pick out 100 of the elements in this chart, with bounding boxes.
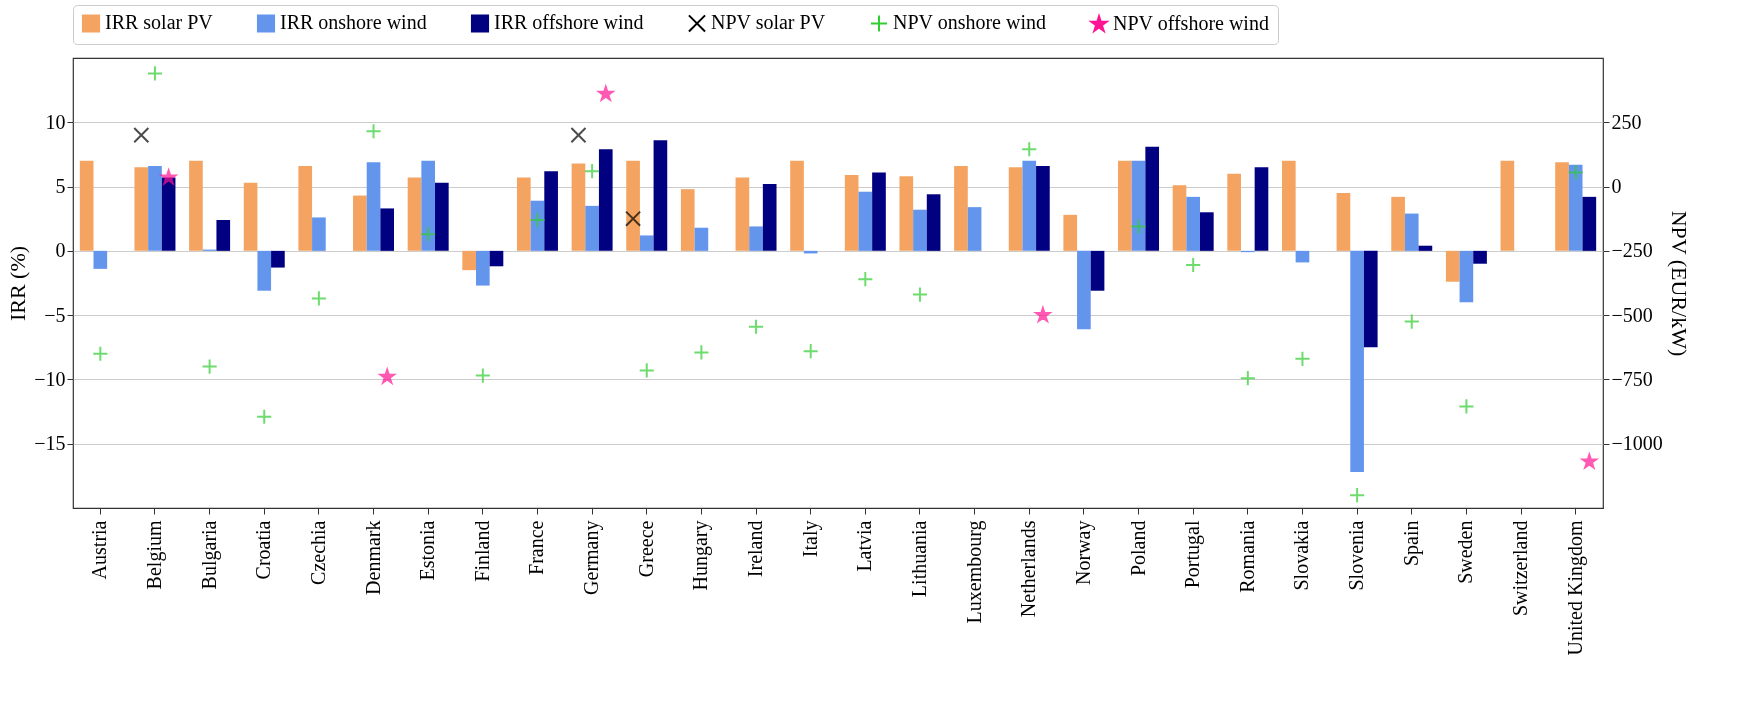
legend-label: IRR onshore wind bbox=[280, 11, 427, 34]
bar bbox=[1131, 160, 1146, 251]
point bbox=[310, 290, 327, 307]
point bbox=[365, 123, 382, 140]
x-tick-label: Austria bbox=[88, 520, 111, 580]
y-axis-title: IRR (%) bbox=[5, 245, 31, 322]
bar bbox=[134, 167, 149, 251]
bar bbox=[1281, 160, 1296, 251]
bar bbox=[1336, 193, 1351, 251]
bar bbox=[790, 160, 804, 251]
bar bbox=[1145, 146, 1160, 251]
legend-label: NPV onshore wind bbox=[893, 11, 1046, 34]
bar bbox=[926, 194, 941, 251]
bar bbox=[571, 163, 586, 251]
bar bbox=[1418, 245, 1433, 251]
point bbox=[1185, 256, 1202, 274]
bar bbox=[1445, 250, 1460, 282]
x-tick-label: France bbox=[525, 520, 548, 575]
point bbox=[92, 345, 109, 362]
bar bbox=[598, 149, 613, 251]
point bbox=[747, 318, 765, 335]
bar bbox=[1404, 213, 1419, 251]
bar bbox=[257, 250, 272, 291]
bar bbox=[1350, 250, 1364, 472]
y-tick-label: −10 bbox=[34, 367, 66, 390]
bar bbox=[1008, 167, 1023, 251]
y-tick-label: −5 bbox=[44, 303, 66, 326]
point bbox=[1021, 141, 1038, 158]
y2-tick-label: −750 bbox=[1611, 367, 1653, 390]
point bbox=[1130, 218, 1147, 235]
point bbox=[693, 344, 710, 361]
bar bbox=[1090, 250, 1105, 291]
bar bbox=[954, 166, 968, 251]
bar bbox=[79, 160, 94, 251]
x-tick-label: Romania bbox=[1235, 520, 1258, 593]
bar bbox=[161, 177, 176, 251]
bar bbox=[749, 226, 763, 251]
x-tick-label: Czechia bbox=[306, 520, 329, 585]
bar bbox=[1118, 160, 1132, 251]
bar bbox=[93, 250, 108, 269]
bar bbox=[462, 250, 476, 271]
bar bbox=[1391, 196, 1405, 251]
bar bbox=[1063, 214, 1078, 251]
point bbox=[201, 358, 218, 375]
x-tick-label: Spain bbox=[1399, 520, 1423, 567]
y2-tick-label: −500 bbox=[1611, 303, 1653, 326]
bar bbox=[585, 205, 599, 251]
x-tick-label: Norway bbox=[1071, 520, 1095, 585]
bar bbox=[653, 140, 668, 251]
bar bbox=[489, 250, 504, 267]
bar bbox=[189, 160, 203, 251]
bar bbox=[216, 220, 231, 251]
x-tick-label: Hungary bbox=[689, 520, 713, 591]
point bbox=[857, 271, 874, 288]
x-tick-label: Croatia bbox=[252, 520, 275, 580]
bar bbox=[735, 177, 750, 251]
y2-tick-label: −250 bbox=[1611, 239, 1653, 262]
x-tick-label: Luxembourg bbox=[962, 520, 986, 624]
x-tick-label: Denmark bbox=[361, 520, 384, 595]
bar bbox=[1172, 185, 1187, 251]
bar bbox=[298, 166, 313, 251]
bar bbox=[421, 160, 436, 251]
x-tick-label: Latvia bbox=[853, 520, 876, 572]
bar bbox=[694, 227, 709, 251]
x-tick-label: Sweden bbox=[1454, 520, 1477, 584]
bar bbox=[1459, 250, 1474, 303]
point bbox=[638, 362, 655, 379]
x-tick-label: Portugal bbox=[1181, 520, 1205, 589]
point bbox=[474, 367, 491, 384]
bar bbox=[271, 250, 285, 268]
bar bbox=[913, 209, 927, 251]
x-tick-label: Greece bbox=[634, 520, 657, 578]
bar bbox=[475, 250, 490, 286]
point bbox=[1294, 350, 1311, 367]
point bbox=[1403, 313, 1420, 330]
bar bbox=[1077, 250, 1091, 330]
point bbox=[420, 226, 437, 243]
x-tick-label: Bulgaria bbox=[197, 520, 221, 590]
y-tick-label: −15 bbox=[34, 432, 66, 455]
y2-tick-label: −1000 bbox=[1611, 432, 1663, 455]
bar bbox=[380, 208, 395, 251]
bar bbox=[762, 184, 777, 251]
bar bbox=[1295, 250, 1310, 263]
bar bbox=[1254, 167, 1269, 251]
y2-tick-label: 250 bbox=[1611, 110, 1642, 133]
bar bbox=[1473, 250, 1487, 264]
point bbox=[529, 211, 546, 229]
bar bbox=[1363, 250, 1378, 348]
legend-label: NPV offshore wind bbox=[1113, 12, 1269, 35]
bar bbox=[639, 235, 654, 251]
point bbox=[802, 343, 819, 360]
x-tick-label: United Kingdom bbox=[1563, 520, 1587, 656]
x-tick-label: Netherlands bbox=[1017, 520, 1040, 618]
bar bbox=[872, 172, 886, 251]
y2-axis-title: NPV (EUR/kW) bbox=[1666, 210, 1692, 357]
y-tick-label: 10 bbox=[45, 110, 66, 133]
x-tick-label: Slovenia bbox=[1345, 520, 1368, 591]
y-tick-label: 0 bbox=[55, 239, 66, 262]
x-tick-label: Estonia bbox=[416, 520, 439, 581]
bar bbox=[1022, 160, 1037, 251]
